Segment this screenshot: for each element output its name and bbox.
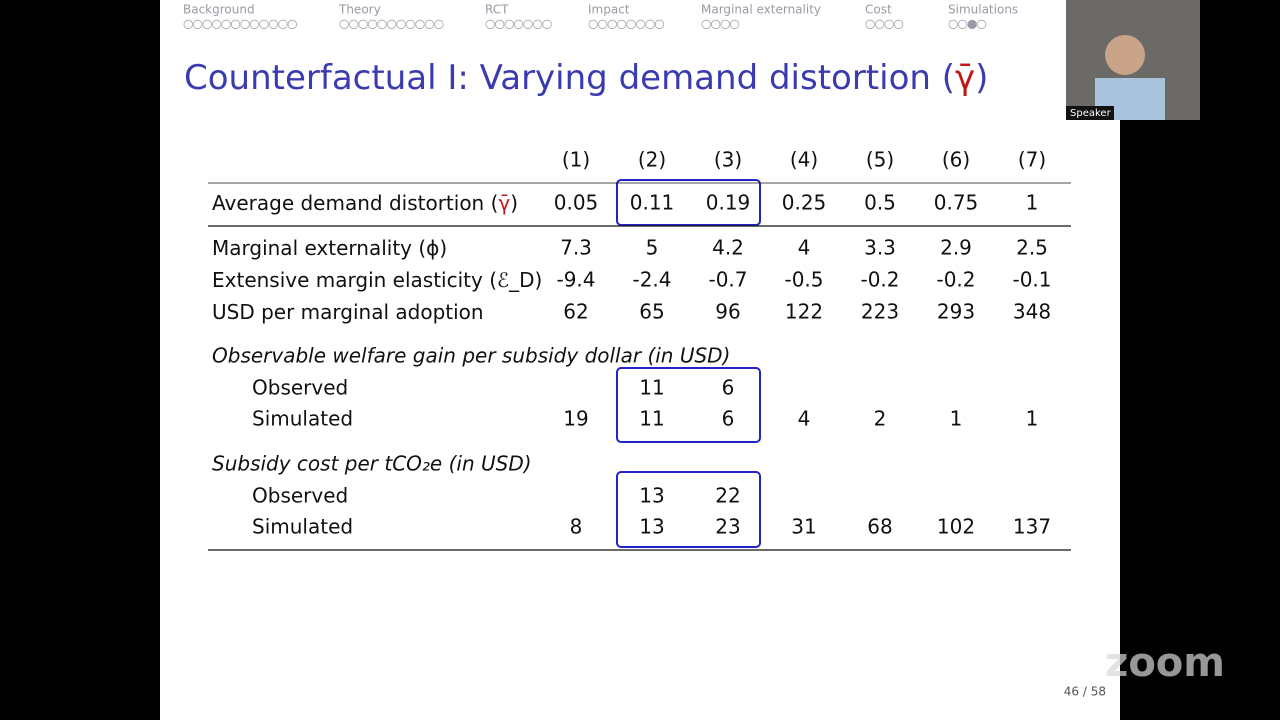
table-cell: 1 xyxy=(950,407,963,431)
table-cell: 0.05 xyxy=(554,191,599,215)
column-header: (3) xyxy=(714,148,742,172)
table-cell: 31 xyxy=(791,515,816,539)
table-cell: 0.19 xyxy=(706,191,751,215)
row-label: Simulated xyxy=(252,407,353,431)
label-part: Extensive margin elasticity (ℰ_D) xyxy=(212,268,542,292)
table-cell: 22 xyxy=(715,484,740,508)
table-cell: 4 xyxy=(798,407,811,431)
nav-dots: ○○○○○○○○○○○○ xyxy=(183,17,297,31)
table-cell: 11 xyxy=(639,407,664,431)
nav-label: Cost xyxy=(865,3,892,17)
table-cell: -2.4 xyxy=(632,268,671,292)
table-cell: 137 xyxy=(1013,515,1051,539)
table-cell: -0.2 xyxy=(860,268,899,292)
table-cell: -9.4 xyxy=(556,268,595,292)
table-cell: 2 xyxy=(874,407,887,431)
table-cell: 4.2 xyxy=(712,236,744,260)
watermark: zoom xyxy=(1105,640,1225,686)
speaker-face xyxy=(1105,35,1145,75)
nav-dots: ○○○○○○○○○○○ xyxy=(339,17,444,31)
speaker-label: Speaker xyxy=(1070,108,1112,119)
title-part: ) xyxy=(975,58,988,98)
table-cell: 19 xyxy=(563,407,588,431)
nav-label: Impact xyxy=(588,3,630,17)
row-label: Average demand distortion (γ̄) xyxy=(212,191,518,215)
table-cell: 11 xyxy=(639,376,664,400)
table-cell: -0.5 xyxy=(784,268,823,292)
highlight-box xyxy=(616,471,761,548)
table-cell: -0.7 xyxy=(708,268,747,292)
nav-label: Background xyxy=(183,3,255,17)
column-header: (1) xyxy=(562,148,590,172)
section-heading: Subsidy cost per tCO₂e (in USD) xyxy=(212,452,532,476)
table-cell: 348 xyxy=(1013,300,1051,324)
nav-dots: ○○○○○○○ xyxy=(485,17,552,31)
table-cell: 0.75 xyxy=(934,191,979,215)
column-header: (2) xyxy=(638,148,666,172)
page-number: 46 / 58 xyxy=(1064,685,1106,699)
slide-title: Counterfactual I: Varying demand distort… xyxy=(184,58,988,98)
speaker-label-bg xyxy=(1066,106,1114,120)
nav-dots: ○○○○ xyxy=(865,17,903,31)
table-cell: 62 xyxy=(563,300,588,324)
table-cell: 65 xyxy=(639,300,664,324)
label-part: USD per marginal adoption xyxy=(212,300,484,324)
table-cell: 96 xyxy=(715,300,740,324)
highlight-box xyxy=(616,179,761,226)
table-cell: 6 xyxy=(722,407,735,431)
table-cell: 102 xyxy=(937,515,975,539)
table-cell: 293 xyxy=(937,300,975,324)
table-cell: 0.25 xyxy=(782,191,827,215)
row-label: Extensive margin elasticity (ℰ_D) xyxy=(212,268,542,292)
column-header: (6) xyxy=(942,148,970,172)
table-cell: 2.9 xyxy=(940,236,972,260)
row-label: Marginal externality (ϕ) xyxy=(212,236,447,260)
nav-label: RCT xyxy=(485,3,509,17)
label-part: Marginal externality (ϕ) xyxy=(212,236,447,260)
slide xyxy=(160,0,1120,720)
table-cell: 223 xyxy=(861,300,899,324)
table-cell: 0.11 xyxy=(630,191,675,215)
table-cell: 4 xyxy=(798,236,811,260)
table-cell: 5 xyxy=(646,236,659,260)
title-part: γ̄ xyxy=(955,58,975,98)
table-cell: 0.5 xyxy=(864,191,896,215)
title-part: Counterfactual I: Varying demand distort… xyxy=(184,58,955,98)
nav-label: Theory xyxy=(338,3,381,17)
table-cell: 1 xyxy=(1026,407,1039,431)
column-header: (4) xyxy=(790,148,818,172)
nav-label: Simulations xyxy=(948,3,1018,17)
highlight-box xyxy=(616,367,761,443)
label-part: γ̄ xyxy=(498,191,510,215)
label-part: ) xyxy=(510,191,518,215)
nav-dots: ○○○○○○○○ xyxy=(588,17,664,31)
nav-dots: ○○●○ xyxy=(948,17,986,31)
column-header: (5) xyxy=(866,148,894,172)
table-cell: 3.3 xyxy=(864,236,896,260)
table-cell: -0.1 xyxy=(1012,268,1051,292)
section-heading: Observable welfare gain per subsidy doll… xyxy=(212,344,730,368)
table-cell: 1 xyxy=(1026,191,1039,215)
nav-dots: ○○○○ xyxy=(701,17,739,31)
table-cell: -0.2 xyxy=(936,268,975,292)
table-cell: 7.3 xyxy=(560,236,592,260)
row-label: Observed xyxy=(252,484,348,508)
table-cell: 8 xyxy=(570,515,583,539)
row-label: Observed xyxy=(252,376,348,400)
label-part: Average demand distortion ( xyxy=(212,191,498,215)
table-cell: 6 xyxy=(722,376,735,400)
row-label: Simulated xyxy=(252,515,353,539)
table-cell: 13 xyxy=(639,515,664,539)
table-cell: 13 xyxy=(639,484,664,508)
table-cell: 2.5 xyxy=(1016,236,1048,260)
nav-label: Marginal externality xyxy=(701,3,821,17)
table-cell: 23 xyxy=(715,515,740,539)
table-cell: 122 xyxy=(785,300,823,324)
table-cell: 68 xyxy=(867,515,892,539)
column-header: (7) xyxy=(1018,148,1046,172)
row-label: USD per marginal adoption xyxy=(212,300,484,324)
